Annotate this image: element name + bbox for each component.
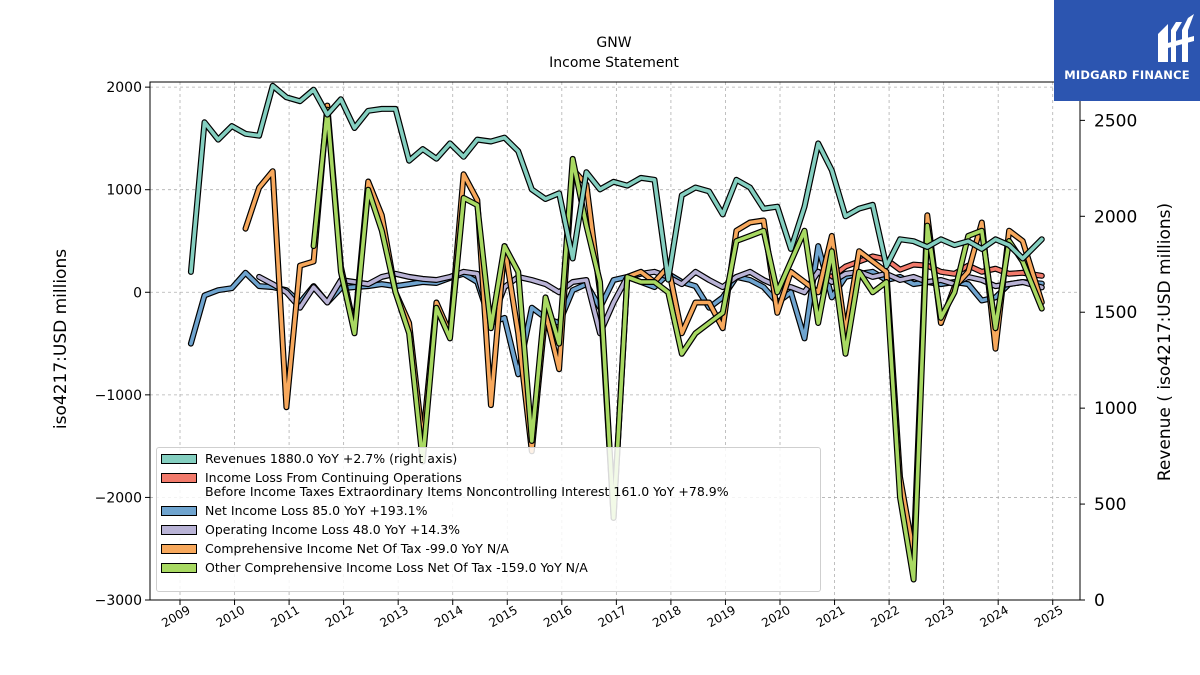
y-tick-label: −3000 (95, 593, 142, 609)
y-right-tick-label: 1500 (1094, 303, 1137, 323)
legend-item: Income Loss From Continuing Operations B… (161, 471, 816, 499)
y-axis-label: iso4217:USD millions (51, 249, 71, 429)
x-tick-label: 2013 (377, 603, 410, 630)
series-layer (187, 82, 1045, 583)
legend-swatch (161, 506, 197, 516)
x-tick-label: 2012 (323, 603, 356, 630)
y-right-tick-label: 2500 (1094, 111, 1137, 131)
y-right-tick-label: 500 (1094, 495, 1126, 515)
series-line-revenues (189, 84, 1044, 282)
x-tick-label: 2016 (541, 603, 574, 630)
y-tick-label: 1000 (106, 183, 142, 199)
legend-swatch (161, 563, 197, 573)
x-tick-label: 2022 (868, 603, 901, 630)
y-right-tick-label: 0 (1094, 591, 1105, 611)
x-tick-label: 2024 (977, 603, 1010, 630)
legend-label: Other Comprehensive Income Loss Net Of T… (205, 560, 588, 575)
legend-label: Income Loss From Continuing Operations B… (205, 470, 729, 499)
x-tick-label: 2018 (650, 603, 683, 630)
x-tick-label: 2010 (214, 603, 247, 630)
x-tick-label: 2014 (432, 603, 465, 630)
y-axis-label-right: Revenue ( iso4217:USD millions) (1155, 203, 1175, 481)
legend-swatch (161, 473, 197, 483)
chart-subtitle: Income Statement (549, 55, 679, 71)
brand-logo: MIDGARD FINANCE (1054, 0, 1200, 101)
y-tick-label: 2000 (106, 80, 142, 96)
legend-item: Other Comprehensive Income Loss Net Of T… (161, 561, 816, 575)
series-line-comprehensive-income-net-of-tax (243, 103, 1044, 556)
legend-label: Net Income Loss 85.0 YoY +193.1% (205, 503, 428, 518)
legend-swatch (161, 525, 197, 535)
y-right-tick-label: 2000 (1094, 207, 1137, 227)
plot-frame (149, 81, 1081, 601)
series-line-other-comprehensive-income-loss-net-of-t (311, 107, 1044, 582)
logo-text: MIDGARD FINANCE (1064, 68, 1190, 82)
y-right-tick-label: 1000 (1094, 399, 1137, 419)
x-tick-label: 2020 (759, 603, 792, 630)
series-line-operating-income-loss (257, 269, 1044, 336)
legend-item: Comprehensive Income Net Of Tax -99.0 Yo… (161, 542, 816, 556)
legend: Revenues 1880.0 YoY +2.7% (right axis) In… (156, 447, 821, 592)
x-tick-label: 2017 (596, 603, 629, 630)
legend-label: Operating Income Loss 48.0 YoY +14.3% (205, 522, 461, 537)
chart-title: GNW (596, 35, 631, 51)
y-tick-label: 0 (133, 285, 142, 301)
legend-item: Net Income Loss 85.0 YoY +193.1% (161, 504, 816, 518)
x-tick-label: 2021 (814, 603, 847, 630)
legend-item: Operating Income Loss 48.0 YoY +14.3% (161, 523, 816, 537)
logo-mark-icon (1158, 14, 1194, 62)
legend-label: Revenues 1880.0 YoY +2.7% (right axis) (205, 451, 458, 466)
x-tick-label: 2011 (268, 603, 301, 630)
x-tick-label: 2009 (159, 603, 192, 630)
x-tick-label: 2015 (487, 603, 520, 630)
x-tick-label: 2025 (1032, 603, 1065, 630)
y-tick-label: −1000 (95, 388, 142, 404)
x-tick-label: 2019 (705, 603, 738, 630)
legend-swatch (161, 544, 197, 554)
x-tick-label: 2023 (923, 603, 956, 630)
legend-swatch (161, 454, 197, 464)
legend-label: Comprehensive Income Net Of Tax -99.0 Yo… (205, 541, 509, 556)
y-tick-label: −2000 (95, 490, 142, 506)
legend-item: Revenues 1880.0 YoY +2.7% (right axis) (161, 452, 816, 466)
